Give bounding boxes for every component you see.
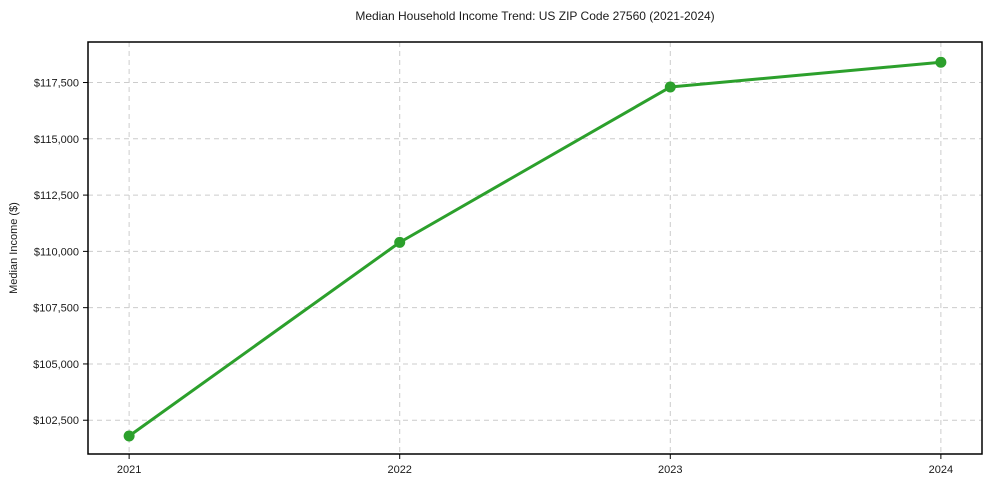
- data-point: [935, 56, 947, 68]
- y-tick-label: $107,500: [33, 303, 79, 315]
- y-axis-label: Median Income ($): [8, 202, 20, 294]
- y-tick-label: $102,500: [33, 415, 79, 427]
- trend-line: [127, 60, 943, 438]
- y-tick-label: $110,000: [34, 246, 79, 258]
- plot-border: [87, 41, 983, 455]
- data-point: [123, 430, 135, 442]
- data-point: [394, 236, 406, 248]
- x-tick-label: 2022: [387, 464, 411, 476]
- y-tick-label: $117,500: [34, 78, 79, 90]
- y-tick-label: $115,000: [34, 134, 79, 146]
- x-tick-label: 2023: [658, 464, 682, 476]
- y-tick-label: $105,000: [33, 359, 79, 371]
- chart-title: Median Household Income Trend: US ZIP Co…: [355, 9, 715, 23]
- x-tick-label: 2024: [929, 464, 953, 476]
- data-point: [664, 81, 676, 93]
- x-tick-label: 2021: [117, 464, 141, 476]
- y-tick-label: $112,500: [34, 190, 79, 202]
